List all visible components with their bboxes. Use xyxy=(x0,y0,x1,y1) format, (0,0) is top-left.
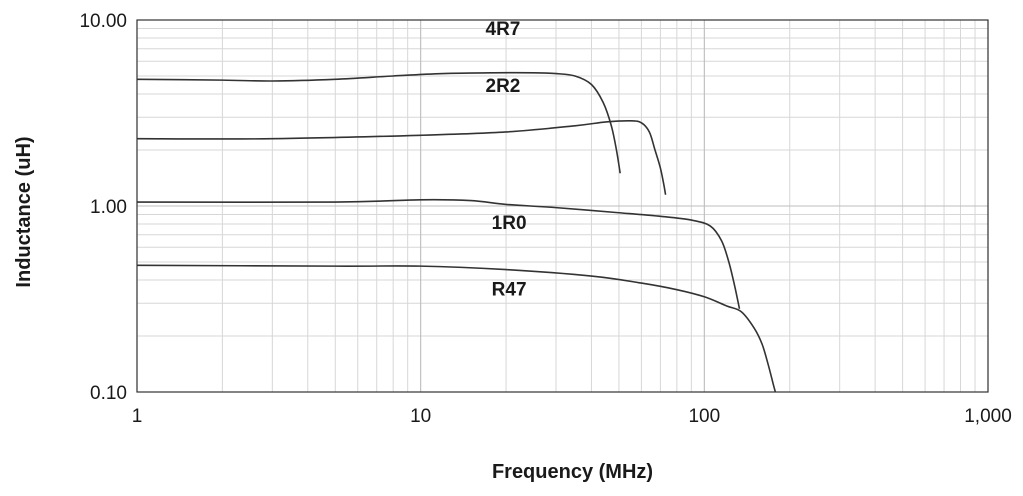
plot-frame xyxy=(136,19,989,393)
x-tick-label: 1,000 xyxy=(964,406,1012,427)
y-tick-label: 1.00 xyxy=(90,197,127,218)
y-axis-title: Inductance (uH) xyxy=(13,136,35,287)
y-tick-label: 0.10 xyxy=(90,383,127,404)
x-axis-title: Frequency (MHz) xyxy=(492,461,653,483)
series-line-r47 xyxy=(136,264,777,393)
series-labels: 4R7 2R2 1R0 R47 xyxy=(486,19,527,301)
series-line-4r7 xyxy=(136,71,621,174)
x-tick-label: 100 xyxy=(688,406,720,427)
series-curves xyxy=(136,71,777,393)
y-tick-labels: 0.10 1.00 10.00 xyxy=(79,11,127,404)
series-label-2r2: 2R2 xyxy=(486,76,521,97)
series-label-4r7: 4R7 xyxy=(486,19,521,40)
series-label-r47: R47 xyxy=(492,280,527,301)
x-tick-label: 10 xyxy=(410,406,431,427)
x-tick-labels: 1 10 100 1,000 xyxy=(132,406,1012,427)
x-tick-label: 1 xyxy=(132,406,143,427)
series-line-2r2 xyxy=(136,120,667,195)
series-line-1r0 xyxy=(136,198,741,309)
series-label-1r0: 1R0 xyxy=(492,213,527,234)
y-tick-label: 10.00 xyxy=(79,11,127,32)
grid xyxy=(136,19,989,393)
